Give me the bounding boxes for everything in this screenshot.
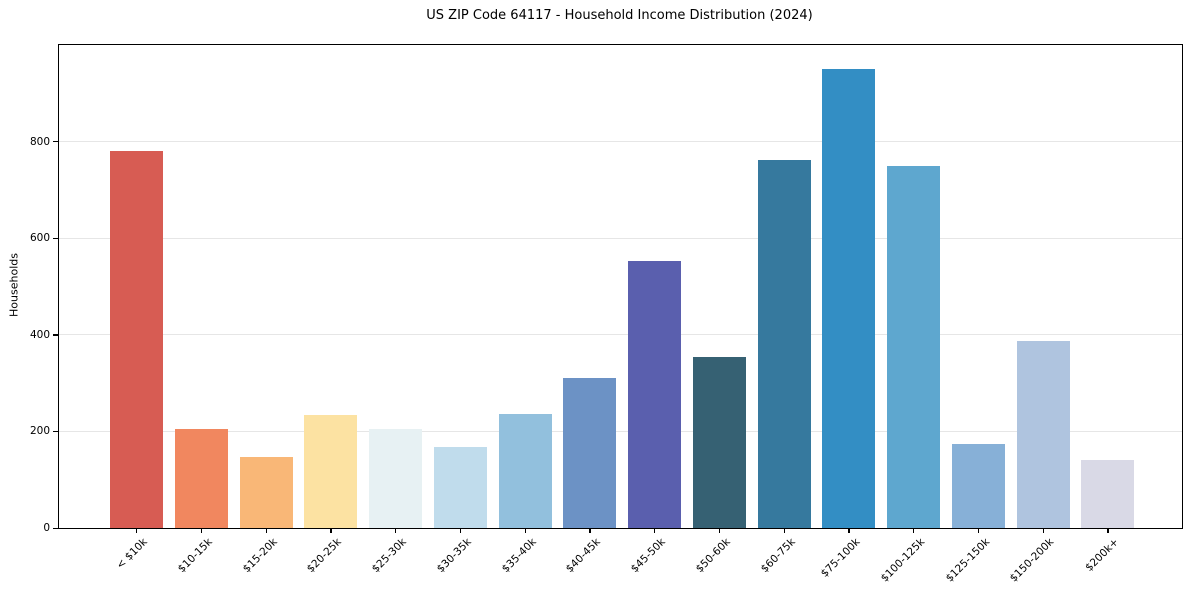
gridline-y-200 — [59, 430, 1182, 432]
x-tick-label-1: $10-15k — [175, 536, 215, 576]
x-tick-label-0: < $10k — [114, 536, 150, 572]
gridline-y-800 — [59, 141, 1182, 143]
x-tick-mark-13 — [977, 528, 980, 533]
x-tick-label-7: $40-45k — [564, 536, 604, 576]
chart-title: US ZIP Code 64117 - Household Income Dis… — [426, 8, 813, 23]
x-tick-label-14: $150-200k — [1007, 536, 1057, 585]
x-tick-label-3: $20-25k — [305, 536, 345, 576]
x-tick-label-6: $35-40k — [499, 536, 539, 576]
x-tick-label-10: $60-75k — [758, 536, 798, 576]
plot-area: 0 200 400 600 800 < $10k $10-15k $15-20k $20-25k… — [30, 44, 1183, 585]
x-tick-mark-14 — [1042, 528, 1044, 533]
x-tick-mark-9 — [718, 528, 721, 533]
x-tick-mark-5 — [459, 528, 462, 533]
x-tick-label-4: $25-30k — [369, 536, 409, 576]
x-tick-label-5: $30-35k — [434, 536, 474, 576]
y-tick-mark-600 — [53, 237, 58, 239]
x-tick-label-2: $15-20k — [240, 536, 280, 576]
bar-50-60k — [692, 356, 746, 528]
x-tick-label-8: $45-50k — [628, 536, 668, 576]
bar-15-20k — [239, 456, 293, 528]
x-tick-mark-10 — [783, 528, 785, 533]
x-tick-label-9: $50-60k — [693, 536, 733, 576]
x-tick-mark-12 — [913, 528, 915, 533]
x-tick-mark-0 — [136, 528, 138, 533]
x-tick-label-13: $125-150k — [943, 536, 992, 585]
x-tick-mark-7 — [589, 528, 591, 533]
x-tick-mark-1 — [200, 528, 203, 533]
bar-20-25k — [304, 414, 358, 528]
y-tick-label-0: 0 — [43, 522, 50, 534]
bar-150-200k — [1016, 340, 1070, 528]
bar-35-40k — [498, 413, 552, 528]
bar-10-15k — [174, 429, 228, 528]
gridline-y-600 — [59, 237, 1182, 239]
y-tick-mark-200 — [53, 430, 58, 433]
bar-40-45k — [563, 377, 617, 528]
y-tick-label-400: 400 — [29, 328, 50, 341]
gridline-y-400 — [59, 334, 1182, 336]
bar-10k — [110, 151, 163, 528]
y-tick-mark-400 — [53, 334, 58, 336]
bar-75-100k — [822, 69, 876, 528]
x-tick-label-12: $100-125k — [878, 536, 927, 585]
bar-45-50k — [628, 260, 681, 528]
y-tick-label-800: 800 — [29, 135, 50, 148]
x-tick-mark-8 — [654, 528, 656, 533]
x-tick-mark-15 — [1107, 528, 1109, 533]
bar-30-35k — [433, 446, 487, 528]
y-tick-mark-800 — [53, 141, 58, 143]
y-axis-label: Households — [7, 253, 21, 317]
x-tick-mark-6 — [524, 528, 526, 533]
x-tick-mark-4 — [395, 528, 397, 533]
bar-60-75k — [757, 159, 811, 528]
y-tick-label-200: 200 — [29, 425, 50, 438]
x-tick-mark-2 — [265, 528, 267, 533]
x-tick-mark-3 — [330, 528, 332, 533]
x-tick-label-11: $75-100k — [818, 536, 863, 580]
x-tick-label-15: $200k+ — [1083, 536, 1122, 574]
bar-25-30k — [369, 429, 422, 528]
x-tick-mark-11 — [848, 528, 850, 533]
bar-125-150k — [951, 444, 1005, 528]
bar-100-125k — [887, 165, 940, 528]
y-tick-mark-0 — [53, 527, 58, 529]
y-tick-label-600: 600 — [29, 232, 50, 245]
bar-200k+ — [1081, 460, 1135, 528]
